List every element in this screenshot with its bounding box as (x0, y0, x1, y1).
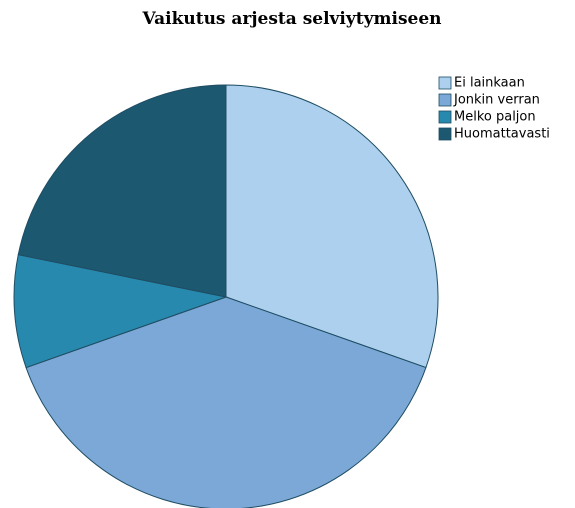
legend-swatch (438, 93, 452, 107)
pie-slice (225, 84, 439, 369)
pie-slice (17, 84, 227, 298)
legend-label: Ei lainkaan (454, 76, 525, 91)
legend-label: Melko paljon (454, 110, 536, 125)
legend-swatch (438, 76, 452, 90)
chart-title: Vaikutus arjesta selviytymiseen (141, 9, 441, 29)
legend-label: Huomattavasti (454, 127, 550, 142)
legend-swatch (438, 127, 452, 141)
legend-label: Jonkin verran (453, 93, 540, 108)
pie-slice (13, 254, 228, 369)
pie-slice (25, 296, 427, 508)
legend-swatch (438, 110, 452, 124)
